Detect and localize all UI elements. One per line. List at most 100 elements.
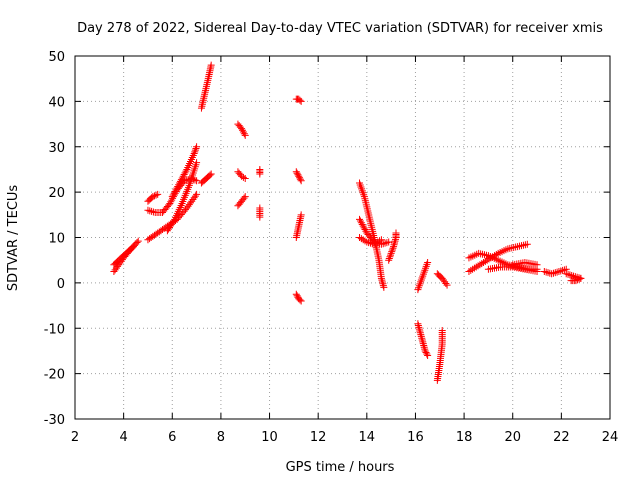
data-point-fill	[182, 167, 190, 175]
y-tick-label: 10	[48, 232, 65, 247]
data-point	[370, 240, 378, 248]
x-tick-label: 12	[310, 430, 327, 445]
data-point-fill	[149, 208, 157, 216]
chart-title: Day 278 of 2022, Sidereal Day-to-day VTE…	[77, 21, 603, 36]
data-point-fill	[359, 222, 367, 230]
data-point-fill	[476, 261, 484, 269]
data-point-fill	[388, 246, 396, 254]
data-point-fill	[559, 266, 567, 274]
data-point	[256, 204, 264, 212]
data-point	[297, 97, 305, 105]
data-point-fill	[293, 292, 301, 300]
y-tick-label: -20	[44, 368, 65, 383]
data-point-fill	[178, 174, 186, 182]
data-point-fill	[180, 171, 188, 179]
data-point-fill	[549, 269, 557, 277]
data-point	[421, 347, 429, 355]
data-point	[190, 150, 198, 158]
data-point	[207, 61, 215, 69]
data-point	[392, 229, 400, 237]
data-point-fill	[174, 182, 182, 190]
data-point-fill	[389, 244, 397, 252]
x-tick-label: 24	[602, 430, 619, 445]
data-point-fill	[359, 236, 367, 244]
data-point-fill	[386, 253, 394, 261]
data-point	[533, 268, 541, 276]
data-point-fill	[387, 251, 395, 259]
data-point	[363, 238, 371, 246]
data-point-fill	[182, 176, 190, 184]
data-point	[577, 274, 585, 282]
data-point-fill	[296, 96, 304, 104]
data-point-fill	[296, 175, 304, 183]
data-point-fill	[181, 169, 189, 177]
data-point-fill	[470, 264, 478, 272]
data-point-fill	[169, 191, 177, 199]
data-point	[480, 258, 488, 266]
data-point-fill	[192, 144, 200, 152]
data-point-fill	[133, 238, 141, 246]
data-point-fill	[566, 271, 574, 279]
data-point	[472, 263, 480, 271]
data-point-fill	[167, 198, 175, 206]
data-point	[385, 238, 393, 246]
data-point	[256, 165, 264, 173]
plot-area-frame	[74, 55, 611, 420]
data-point-fill	[239, 173, 247, 181]
data-point-fill	[296, 174, 304, 182]
data-point-fill	[564, 270, 572, 278]
data-point-fill	[191, 176, 199, 184]
data-point-fill	[170, 189, 178, 197]
x-tick-label: 20	[504, 430, 521, 445]
x-tick-label: 8	[217, 430, 225, 445]
data-point	[377, 236, 385, 244]
data-point	[443, 281, 451, 289]
x-tick-label: 16	[407, 430, 424, 445]
data-point-fill	[568, 272, 576, 280]
data-point-fill	[191, 148, 199, 156]
x-tick-label: 14	[359, 430, 376, 445]
data-point	[292, 290, 300, 298]
data-point-fill	[361, 237, 369, 245]
data-point-fill	[542, 268, 550, 276]
data-point-fill	[357, 235, 365, 243]
x-tick-label: 6	[168, 430, 176, 445]
data-point-fill	[294, 171, 302, 179]
data-point	[295, 172, 303, 180]
data-point	[562, 270, 570, 278]
data-point-fill	[177, 176, 185, 184]
data-point	[149, 193, 157, 201]
data-point-fill	[422, 348, 430, 356]
y-tick-label: 50	[48, 50, 65, 65]
data-point-fill	[128, 244, 136, 252]
data-point-fill	[191, 146, 199, 154]
data-point-fill	[423, 350, 431, 358]
data-point-fill	[296, 296, 304, 304]
data-point-fill	[376, 237, 384, 245]
data-point-fill	[388, 248, 396, 256]
data-point-fill	[171, 188, 179, 196]
x-tick-label: 18	[456, 430, 473, 445]
data-point	[555, 268, 563, 276]
data-point-fill	[239, 128, 247, 136]
data-point-fill	[238, 126, 246, 134]
data-point-fill	[173, 184, 181, 192]
data-point-fill	[481, 257, 489, 265]
data-point	[238, 172, 246, 180]
data-point	[241, 193, 249, 201]
data-point	[548, 270, 556, 278]
x-tick-label: 2	[71, 430, 79, 445]
data-point-fill	[557, 267, 565, 275]
data-point-fill	[379, 240, 387, 248]
data-point-fill	[381, 239, 389, 247]
y-tick-label: 20	[48, 186, 65, 201]
data-point-fill	[551, 269, 559, 277]
data-point	[129, 243, 137, 251]
data-point	[154, 190, 162, 198]
data-point-fill	[467, 266, 475, 274]
data-point-fill	[148, 207, 156, 215]
data-point-fill	[150, 192, 158, 200]
data-point	[207, 170, 215, 178]
data-point-fill	[176, 177, 184, 185]
